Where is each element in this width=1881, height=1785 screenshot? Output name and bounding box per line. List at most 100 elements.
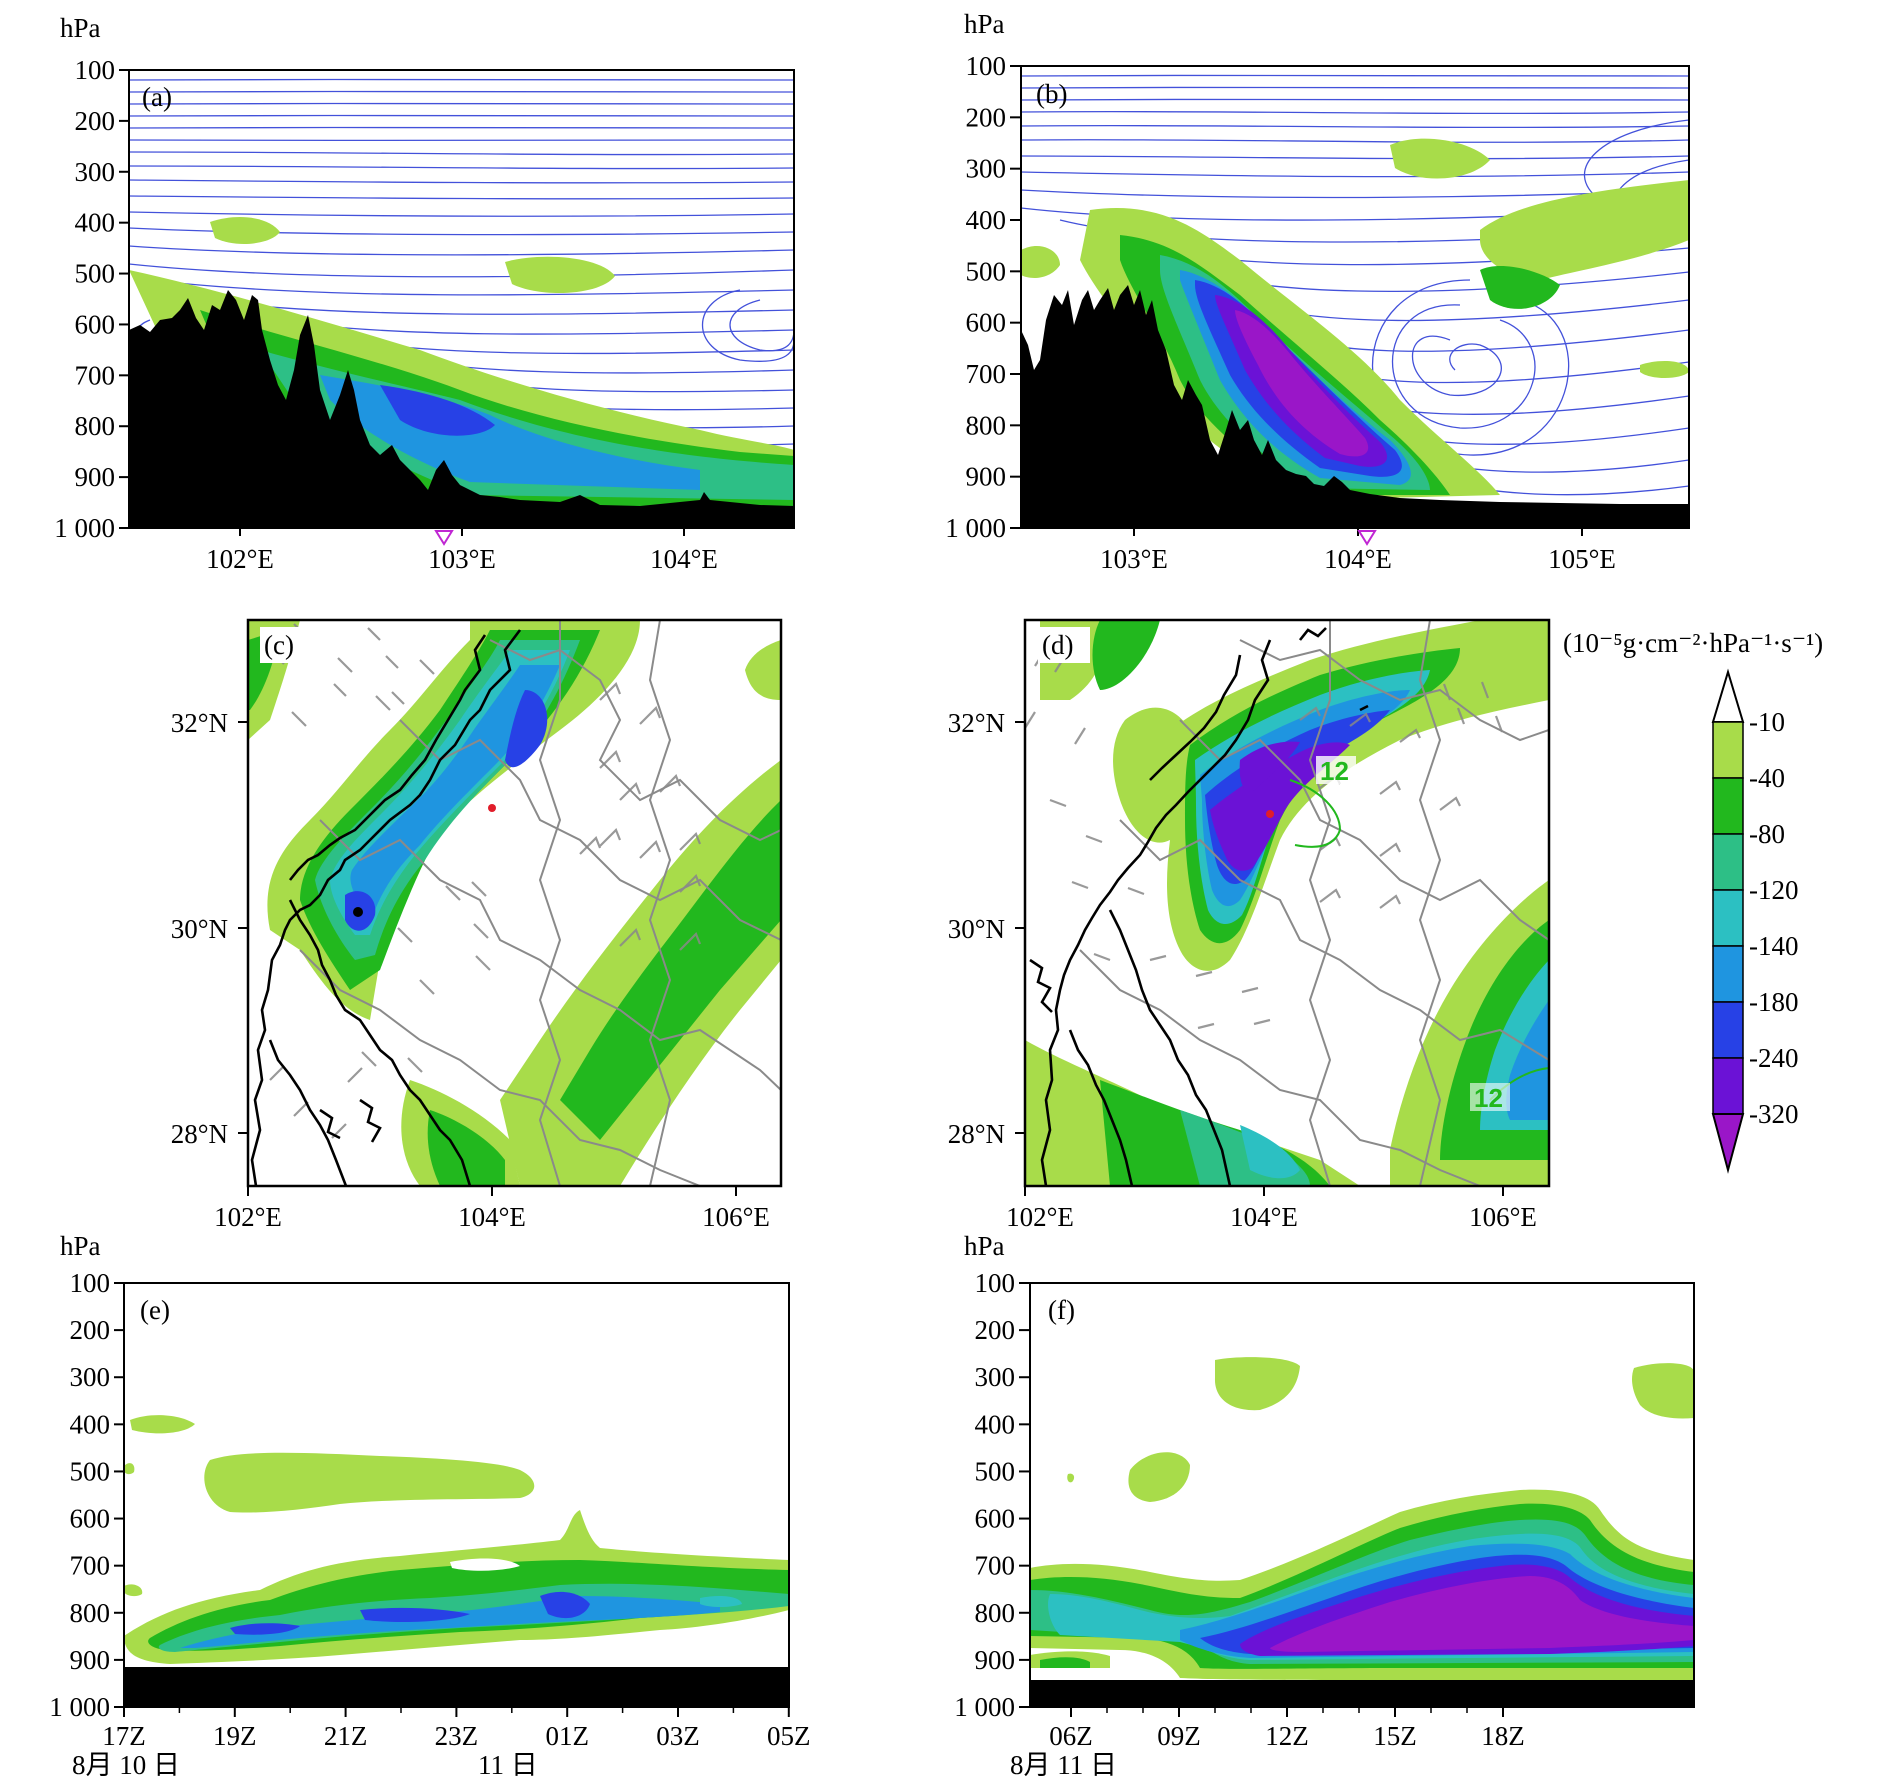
panel-c-xtick-0: 102°E [214,1202,282,1232]
panel-d-xtick-1: 104°E [1230,1202,1298,1232]
pressure-tick-label: 700 [75,360,116,390]
panel-a-plot [129,70,794,528]
pressure-tick-label: 200 [966,102,1007,132]
pressure-tick-label: 500 [975,1456,1016,1486]
panel-c-ytick-1: 30°N [171,914,228,944]
panel-d-x-axis: 102°E 104°E 106°E [1006,1186,1537,1232]
panel-e-shading [124,1415,789,1664]
panel-d-xtick-0: 102°E [1006,1202,1074,1232]
panel-f-shading [1030,1357,1694,1680]
panel-c-ytick-2: 28°N [171,1119,228,1149]
panel-e-y-axis: 100 200 300 400 500 600 700 800 900 1 000 [49,1268,124,1722]
pressure-tick-label: 500 [75,259,116,289]
time-tick-label: 03Z [656,1721,700,1751]
panel-e-unit: hPa [60,1231,101,1261]
time-tick-label: 23Z [435,1721,479,1751]
time-tick-label: 06Z [1049,1721,1093,1751]
panel-a-terrain [129,290,794,528]
panel-b-xtick-2: 105°E [1548,544,1616,574]
colorbar-tick-label: -40 [1749,763,1785,793]
colorbar-tick-label: -320 [1749,1099,1799,1129]
pressure-tick-label: 300 [975,1362,1016,1392]
panel-a: hPa [54,13,795,574]
panel-c-label: (c) [264,630,294,660]
panel-b-plot [1021,66,1689,528]
colorbar-tick-label: -120 [1749,875,1799,905]
colorbar-swatch [1712,889,1744,947]
panel-a-xtick-0: 102°E [206,544,274,574]
colorbar-swatch [1712,1057,1744,1115]
pressure-tick-label: 100 [975,1268,1016,1298]
panel-f: hPa (f) 100 200 300 400 500 [954,1231,1695,1780]
panel-d-terrain-contours [1029,627,1369,1186]
panel-c-xtick-2: 106°E [702,1202,770,1232]
pressure-tick-label: 400 [70,1409,111,1439]
pressure-tick-label: 700 [966,359,1007,389]
panel-b-y-axis: 100 200 300 400 500 600 700 800 900 1 000 [945,51,1020,543]
colorbar-swatch [1712,1001,1744,1059]
pressure-tick-label: 100 [75,55,116,85]
colorbar-ticks: -10 -40 -80 -120 -140 -180 -240 -320 [1749,707,1799,1129]
time-tick-label: 19Z [213,1721,257,1751]
panel-d-contour-label-1: 12 [1474,1083,1503,1113]
panel-d-contour-label-0: 12 [1320,756,1349,786]
panel-c-x-axis: 102°E 104°E 106°E [214,1186,770,1232]
pressure-tick-label: 100 [70,1268,111,1298]
panel-f-y-axis: 100 200 300 400 500 600 700 800 900 1 000 [954,1268,1029,1722]
pressure-tick-label: 600 [966,308,1007,338]
time-tick-label: 15Z [1373,1721,1417,1751]
pressure-tick-label: 800 [70,1598,111,1628]
colorbar-tick-label: -140 [1749,931,1799,961]
colorbar: (10⁻⁵g·cm⁻²·hPa⁻¹·s⁻¹) -10 -40 -80 -120 -140… [1563,628,1823,1174]
panel-d: 12 12 (d) 32°N 30°N 28°N 102°E 104°E 106… [948,618,1551,1232]
panel-c: (c) 32°N 30°N 28°N 102°E 104°E 106°E [171,618,783,1232]
panel-d-frame [1023,618,1551,1188]
panel-e-x-axis: 17Z 19Z 21Z 23Z 01Z 03Z 05Z [102,1707,811,1751]
panel-a-x-axis: 102°E 103°E 104°E [206,528,718,574]
pressure-tick-label: 500 [70,1456,111,1486]
panel-d-station-marker [1266,810,1274,818]
pressure-tick-label: 200 [70,1315,111,1345]
pressure-tick-label: 400 [75,208,116,238]
panel-c-terrain-contours [250,629,522,1186]
panel-f-date-0: 8月 11 日 [1010,1750,1117,1780]
colorbar-tick-label: -80 [1749,819,1785,849]
pressure-tick-label: 300 [70,1362,111,1392]
pressure-tick-label: 500 [966,256,1007,286]
pressure-tick-label: 700 [975,1551,1016,1581]
pressure-tick-label: 600 [975,1504,1016,1534]
pressure-tick-label: 100 [966,51,1007,81]
panel-b-xtick-0: 103°E [1100,544,1168,574]
panel-b: hPa [945,9,1690,574]
pressure-tick-label: 900 [75,462,116,492]
time-tick-label: 01Z [545,1721,589,1751]
panel-b-shading [1021,138,1689,500]
panel-d-label: (d) [1042,630,1073,660]
pressure-tick-label: 900 [966,462,1007,492]
panel-c-ytick-0: 32°N [171,708,228,738]
panel-e-label: (e) [140,1295,170,1325]
colorbar-tick-label: -240 [1749,1043,1799,1073]
colorbar-tick-label: -180 [1749,987,1799,1017]
panel-c-shading [248,620,781,1186]
pressure-tick-label: 800 [75,411,116,441]
pressure-tick-label: 1 000 [49,1692,110,1722]
panel-a-y-axis: 100 200 300 400 500 600 700 800 900 1 000 [54,55,129,543]
pressure-tick-label: 800 [966,410,1007,440]
panel-e-date-0: 8月 10 日 [72,1750,180,1780]
panel-c-xtick-1: 104°E [458,1202,526,1232]
pressure-tick-label: 300 [75,157,116,187]
pressure-tick-label: 700 [70,1551,111,1581]
panel-a-xtick-2: 104°E [650,544,718,574]
pressure-tick-label: 1 000 [54,513,115,543]
pressure-tick-label: 1 000 [954,1692,1015,1722]
pressure-tick-label: 400 [975,1409,1016,1439]
panel-c-city-marker [353,907,363,917]
panel-a-unit: hPa [60,13,101,43]
time-tick-label: 12Z [1265,1721,1309,1751]
colorbar-upper-arrow [1711,668,1745,723]
pressure-tick-label: 200 [75,106,116,136]
pressure-tick-label: 200 [975,1315,1016,1345]
pressure-tick-label: 300 [966,154,1007,184]
